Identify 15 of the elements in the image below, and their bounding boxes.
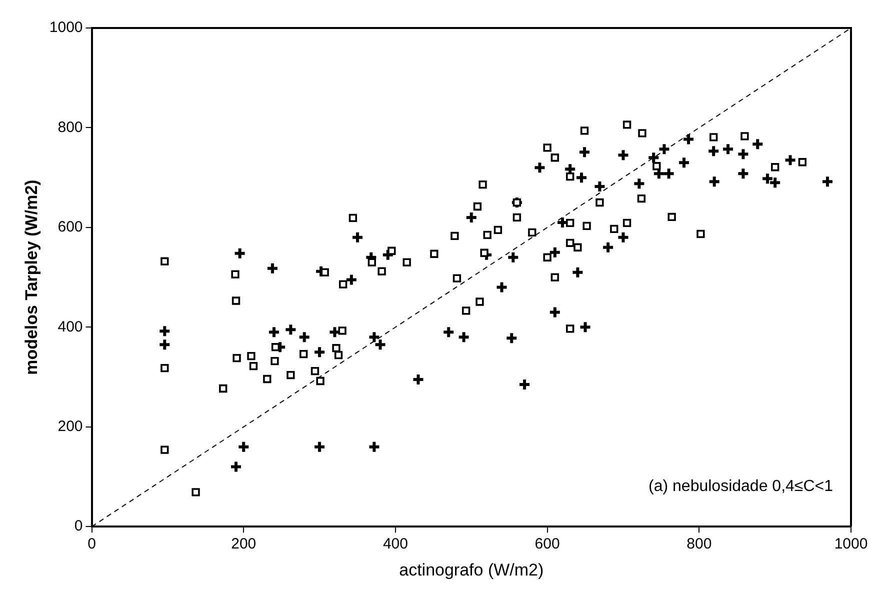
x-axis-title: actinografo (W/m2)	[399, 560, 544, 580]
x-tick-label: 200	[231, 536, 256, 553]
x-tick-label: 1000	[834, 536, 868, 553]
x-tick-label: 400	[382, 536, 408, 553]
x-tick-label: 0	[88, 536, 96, 553]
y-tick-label: 800	[58, 118, 83, 136]
y-tick-label: 400	[58, 318, 83, 336]
annotation: (a) nebulosidade 0,4≤C<1	[648, 478, 834, 496]
y-tick-label: 200	[58, 418, 83, 436]
y-tick-label: 1000	[49, 19, 83, 36]
y-axis-title: modelos Tarpley (W/m2)	[22, 180, 41, 375]
x-tick-label: 600	[534, 536, 560, 553]
y-tick-label: 0	[74, 518, 83, 535]
x-tick-label: 800	[686, 536, 712, 553]
y-tick-label: 600	[58, 218, 83, 236]
